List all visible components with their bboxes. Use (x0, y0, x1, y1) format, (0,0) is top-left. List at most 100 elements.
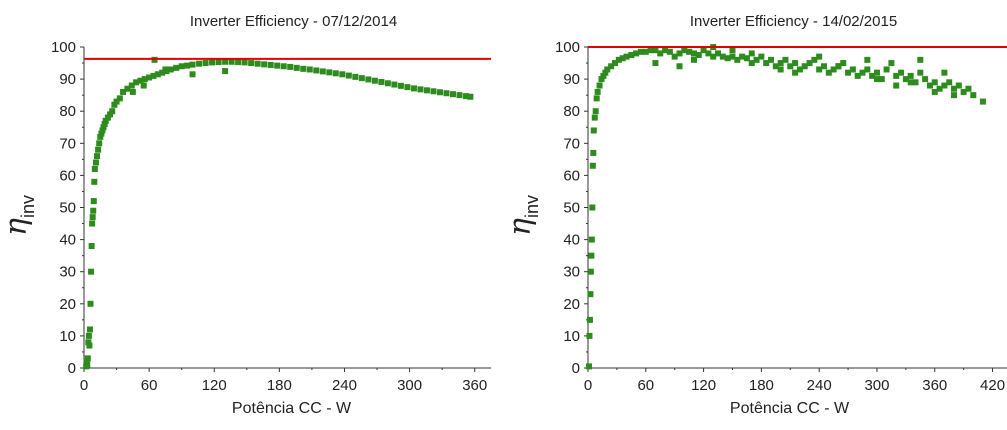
data-point (133, 79, 140, 86)
data-point (101, 121, 108, 128)
data-point (178, 63, 185, 70)
x-tick-label: 360 (922, 377, 947, 394)
data-point (681, 47, 688, 54)
data-point (859, 69, 866, 76)
data-point (970, 92, 977, 99)
data-point (96, 140, 103, 147)
data-point (184, 62, 191, 69)
data-point (587, 291, 594, 298)
chart-panel-1: 0 10 20 30 40 50 60 70 80 90 100 0 60 120 180 240 300 360… (0, 13, 491, 417)
y-axis-label: ηinv (503, 195, 542, 236)
data-point (588, 252, 595, 259)
data-point (917, 69, 924, 76)
data-point (777, 66, 784, 73)
data-point (820, 63, 827, 70)
data-point (806, 60, 813, 67)
data-point (888, 60, 895, 67)
data-point (602, 69, 609, 76)
data-point (88, 243, 95, 250)
data-point (586, 332, 593, 339)
data-point (150, 72, 157, 79)
data-point (189, 61, 196, 68)
data-point (113, 98, 120, 105)
x-tick-label: 180 (267, 377, 292, 394)
data-point (965, 85, 972, 92)
data-point (600, 72, 607, 79)
data-point (267, 61, 274, 68)
data-point (873, 76, 880, 83)
x-tick-label: 0 (584, 377, 592, 394)
data-point (222, 68, 229, 75)
data-point (222, 58, 229, 65)
data-point (801, 63, 808, 70)
data-point (816, 66, 823, 73)
data-point (129, 88, 136, 95)
data-point (450, 91, 457, 98)
data-point (902, 76, 909, 83)
data-point (137, 77, 144, 84)
y-tick-label: 40 (59, 232, 76, 249)
x-tick-label: 120 (691, 377, 716, 394)
data-point (604, 66, 611, 73)
data-point (590, 149, 597, 156)
data-point (99, 127, 106, 134)
data-point (104, 114, 111, 121)
y-tick-label: 50 (59, 200, 76, 217)
y-tick-label: 100 (51, 39, 76, 56)
data-point (729, 53, 736, 60)
x-axis-label: Potência CC - W (730, 400, 850, 417)
data-point (94, 153, 101, 160)
data-point (628, 52, 635, 59)
data-point (404, 84, 411, 91)
data-point (111, 101, 118, 108)
data-point (869, 72, 876, 79)
data-point (463, 93, 470, 100)
data-point (128, 82, 135, 89)
data-point (941, 69, 948, 76)
y-tick-label: 80 (563, 103, 580, 120)
data-point (430, 88, 437, 95)
data-point (345, 72, 352, 79)
y-axis-symbol: η (503, 218, 538, 236)
data-point (611, 60, 618, 67)
x-tick-label: 120 (202, 377, 227, 394)
data-point (690, 56, 697, 63)
data-point (864, 56, 871, 63)
data-point (676, 63, 683, 70)
data-point (589, 204, 596, 211)
data-point (598, 76, 605, 83)
data-point (97, 133, 104, 140)
data-point (840, 60, 847, 67)
data-point (652, 47, 659, 54)
data-point (467, 93, 474, 100)
data-point (326, 69, 333, 76)
data-point (700, 47, 707, 54)
data-point (98, 130, 105, 137)
data-point (588, 236, 595, 243)
data-point (782, 56, 789, 63)
data-point (849, 66, 856, 73)
data-point (319, 68, 326, 75)
data-point (215, 59, 222, 66)
data-point (107, 111, 114, 118)
data-point (951, 92, 958, 99)
chart-title: Inverter Efficiency - 14/02/2015 (690, 13, 897, 30)
data-point (615, 56, 622, 63)
data-point (873, 69, 880, 76)
data-point (280, 63, 287, 70)
data-point (436, 89, 443, 96)
data-point (417, 86, 424, 93)
data-point (352, 73, 359, 80)
y-tick-label: 60 (59, 167, 76, 184)
y-tick-label: 20 (59, 296, 76, 313)
x-tick-label: 0 (80, 377, 88, 394)
data-point (878, 76, 885, 83)
data-point (365, 76, 372, 83)
data-point (591, 114, 598, 121)
data-point (787, 63, 794, 70)
data-point (657, 50, 664, 57)
data-point (922, 76, 929, 83)
data-point (811, 56, 818, 63)
y-axis-label: ηinv (0, 195, 38, 236)
data-point (951, 85, 958, 92)
